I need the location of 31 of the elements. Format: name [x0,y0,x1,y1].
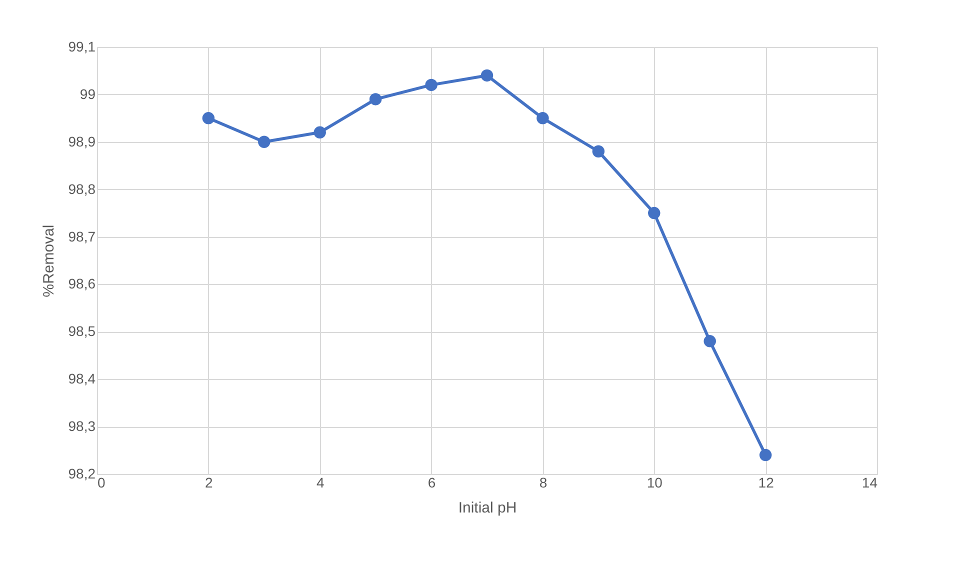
point [648,206,660,220]
x-tick-label: 6 [428,474,436,490]
y-tick-label: 98,2 [68,466,96,482]
y-tick-label: 98,3 [68,418,96,434]
y-tick-label: 99,1 [68,38,96,54]
x-tick-label: 10 [646,474,663,490]
y-tick-label: 98,5 [68,323,96,340]
x-tick-label: 0 [98,474,106,490]
point [369,93,382,106]
point [759,448,772,462]
point [425,78,438,92]
x-axis-title: Initial pH [458,500,517,516]
point [536,112,549,124]
x-tick-label: 4 [316,474,324,490]
point [314,126,326,139]
x-tick-label: 2 [205,474,214,490]
y-tick-label: 98,7 [68,228,96,244]
x-tick-label: 14 [862,474,878,490]
y-tick-label: 99 [80,86,96,102]
point [258,136,270,148]
y-tick-label: 98,9 [68,133,96,150]
x-tick-label: 12 [758,474,774,490]
point [592,145,605,158]
point [480,69,494,82]
point [704,335,716,348]
y-tick-label: 98,8 [68,180,96,197]
point [202,112,215,124]
x-tick-label: 8 [539,474,548,490]
y-tick-label: 98,4 [68,370,96,387]
y-tick-label: 98,6 [68,276,96,292]
y-axis-title: %Removal [40,224,58,298]
